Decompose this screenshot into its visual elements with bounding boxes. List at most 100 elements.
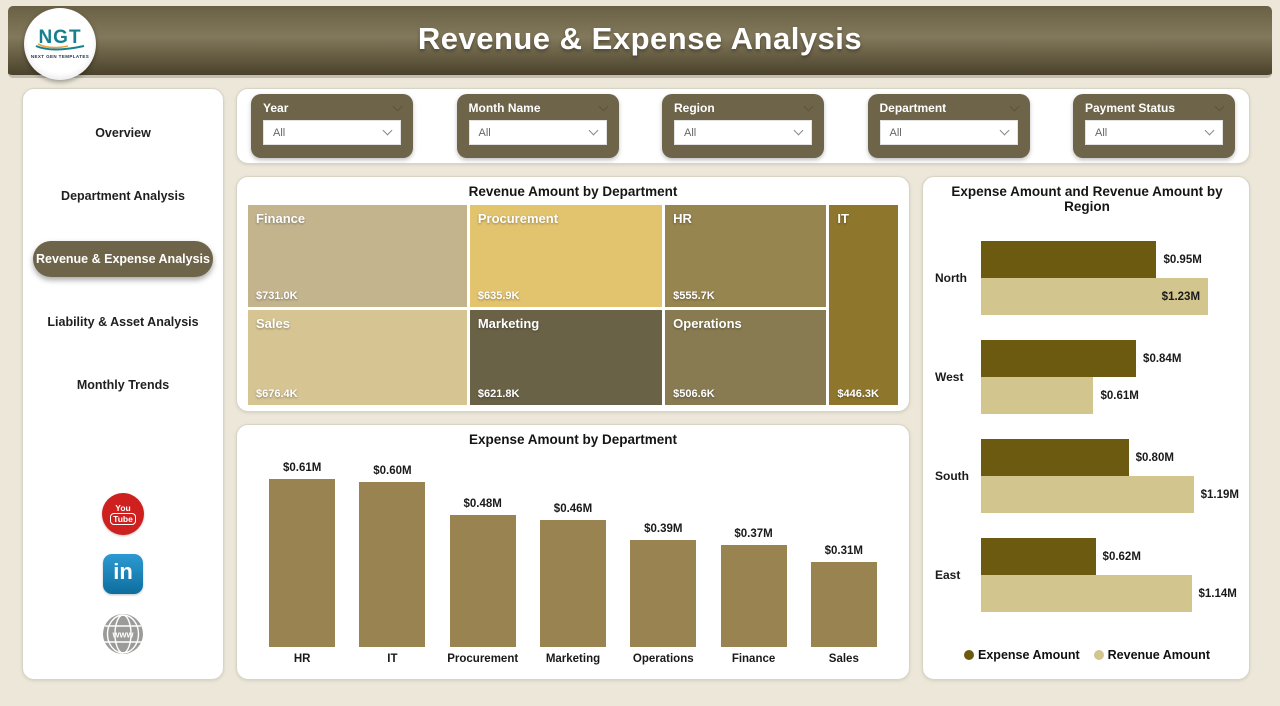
rbar-value-label: $0.80M (1135, 451, 1174, 464)
expense-amount-bar-west[interactable] (981, 340, 1137, 377)
treemap-cell-label: Procurement (477, 211, 559, 226)
treemap-cell-finance[interactable]: Finance $731.0K (248, 205, 467, 308)
sidebar-item-department-analysis[interactable]: Department Analysis (61, 189, 185, 203)
bar-category-label: Sales (828, 653, 859, 665)
bar-category-label: Operations (632, 653, 694, 665)
rbar-value-label: $0.62M (1102, 550, 1141, 563)
legend-dot-icon (1093, 650, 1104, 660)
treemap-cell-hr[interactable]: HR $555.7K (665, 205, 827, 308)
bar-marketing[interactable] (539, 520, 606, 647)
bar-hr[interactable] (269, 479, 336, 647)
legend-label: Revenue Amount (1107, 648, 1210, 662)
treemap-cell-sales[interactable]: Sales $676.4K (248, 310, 467, 405)
filter-card-year: Year All (251, 94, 413, 158)
bar-group-sales: $0.31M Sales (800, 545, 888, 671)
logo-subtext: NEXT GEN TEMPLATES (30, 54, 90, 59)
revenue-amount-bar-east[interactable] (981, 575, 1192, 612)
revenue-amount-bar-north[interactable]: $1.23M (981, 278, 1209, 315)
filter-value-region: All (684, 126, 697, 139)
expense-amount-bar-north[interactable] (981, 241, 1157, 278)
chevron-down-icon (999, 125, 1009, 136)
treemap-cell-value: $676.4K (256, 388, 298, 400)
filter-select-year[interactable]: All (263, 120, 401, 145)
treemap-cell-label: Finance (256, 211, 306, 226)
legend-label: Expense Amount (978, 648, 1080, 662)
bar-category-label: IT (387, 653, 398, 665)
treemap-cell-marketing[interactable]: Marketing $621.8K (469, 310, 663, 405)
sidebar-item-monthly-trends[interactable]: Monthly Trends (76, 378, 170, 392)
treemap-cell-value: $635.9K (477, 290, 520, 303)
region-category-label: South (935, 469, 969, 483)
revenue-amount-bar-south[interactable] (981, 476, 1194, 513)
youtube-icon[interactable]: You Tube (102, 493, 144, 535)
bar-value-label: $0.60M (373, 465, 412, 477)
treemap-cell-label: Marketing (477, 316, 540, 332)
rbar-value-label: $0.61M (1100, 389, 1139, 402)
sidebar-item-revenue-expense-analysis[interactable]: Revenue & Expense Analysis (33, 241, 213, 277)
rbar-value-label: $0.95M (1163, 253, 1202, 266)
filter-value-payment-status: All (1095, 126, 1108, 139)
ngt-logo: NGT NEXT GEN TEMPLATES (24, 8, 96, 80)
bar-category-label: HR (293, 653, 311, 665)
filter-card-department: Department All (867, 94, 1030, 158)
rbar-line: $1.23M (981, 278, 1239, 315)
logo-text: NGT (38, 27, 82, 48)
sidebar-nav: Overview Department Analysis Revenue & Exp… (33, 115, 213, 430)
legend-item-revenue-amount: Revenue Amount (1093, 648, 1210, 662)
filter-select-payment-status[interactable]: All (1085, 120, 1223, 145)
expense-amount-bar-east[interactable] (981, 538, 1096, 575)
bar-sales[interactable] (810, 562, 877, 647)
bar-it[interactable] (359, 482, 426, 647)
bar-operations[interactable] (630, 540, 697, 647)
region-row-north: North $0.95M $1.23M (935, 241, 1239, 315)
treemap-cell-value: $506.6K (673, 388, 715, 400)
logo-swoosh-icon (35, 43, 85, 51)
rbar-line: $0.61M (981, 377, 1239, 414)
bar-group-operations: $0.39M Operations (619, 523, 707, 671)
rbar-line: $1.14M (981, 575, 1239, 612)
filter-select-region[interactable]: All (674, 120, 812, 145)
revenue-amount-bar-west[interactable] (981, 377, 1094, 414)
social-links: You Tube in www (33, 493, 213, 659)
treemap-card: Revenue Amount by Department Finance $731… (236, 176, 910, 412)
linkedin-icon[interactable]: in (103, 554, 143, 594)
linkedin-text: in (113, 559, 133, 584)
treemap-cell-value: $446.3K (837, 388, 879, 400)
filter-label-region: Region (674, 101, 715, 115)
bar-value-label: $0.46M (553, 503, 593, 515)
region-row-west: West $0.84M $0.61M (935, 340, 1239, 414)
bar-value-label: $0.37M (734, 528, 773, 540)
expense-amount-bar-south[interactable] (981, 439, 1129, 476)
filter-label-payment-status: Payment Status (1085, 101, 1176, 115)
rbar-value-label: $0.84M (1143, 352, 1182, 365)
region-row-south: South $0.80M $1.19M (935, 439, 1239, 513)
page-title: Revenue & Expense Analysis (417, 21, 863, 56)
region-chart-legend: Expense Amount Revenue Amount (935, 637, 1239, 673)
filter-select-department[interactable]: All (879, 120, 1018, 145)
region-chart-plot: North $0.95M $1.23M West $0.84M $0.61M South $0… (935, 214, 1239, 637)
bar-category-label: Finance (731, 653, 776, 665)
treemap-cell-it[interactable]: IT $446.3K (829, 205, 898, 405)
treemap-cell-procurement[interactable]: Procurement $635.9K (469, 205, 663, 308)
chevron-down-icon (588, 125, 598, 136)
sidebar-item-overview[interactable]: Overview (95, 126, 151, 140)
filter-value-year: All (273, 126, 286, 139)
bar-value-label: $0.61M (282, 462, 322, 474)
column-chart-title: Expense Amount by Department (468, 432, 678, 447)
treemap-cell-operations[interactable]: Operations $506.6K (665, 310, 827, 405)
region-bars-east: $0.62M $1.14M (981, 538, 1239, 612)
bar-procurement[interactable] (449, 515, 516, 647)
legend-item-expense-amount: Expense Amount (964, 648, 1080, 662)
sidebar-item-liability-asset-analysis[interactable]: Liability & Asset Analysis (47, 315, 199, 329)
bar-group-marketing: $0.46M Marketing (529, 503, 617, 671)
filter-label-department: Department (879, 101, 947, 115)
bar-value-label: $0.31M (824, 545, 863, 557)
treemap-title: Revenue Amount by Department (468, 184, 678, 199)
bar-finance[interactable] (720, 545, 787, 647)
website-globe-icon[interactable]: www (102, 613, 144, 655)
region-category-label: East (935, 568, 961, 582)
filter-select-month-name[interactable]: All (468, 120, 607, 145)
region-bars-south: $0.80M $1.19M (981, 439, 1239, 513)
filter-bar: Year All Month Name All Region All Department A… (236, 88, 1250, 164)
bar-value-label: $0.48M (463, 498, 502, 510)
